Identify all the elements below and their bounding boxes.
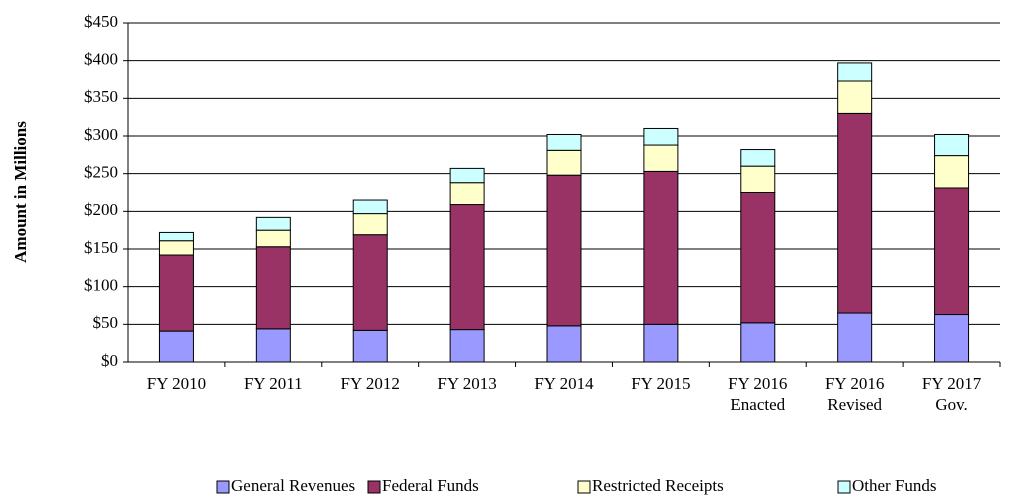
bar-segment [352, 234, 388, 331]
bar-segment [837, 62, 873, 82]
y-tick-label: $400 [84, 50, 118, 69]
bar-segment [934, 187, 970, 316]
y-tick-label: $50 [93, 313, 119, 332]
y-tick-label: $200 [84, 200, 118, 219]
bar-segment [255, 229, 291, 248]
bar-segment [643, 127, 679, 146]
x-tick-label: FY 2016 Revised [824, 374, 885, 414]
bar-segment [740, 165, 776, 193]
x-tick-label: FY 2014 [534, 374, 594, 393]
x-tick-label: FY 2016 Enacted [728, 374, 788, 414]
legend-swatch [837, 480, 851, 494]
bar-segment [255, 216, 291, 231]
bar-segment [934, 314, 970, 363]
bar-segment [837, 112, 873, 314]
legend-label: Other Funds [852, 476, 937, 495]
x-tick-label: FY 2015 [631, 374, 691, 393]
bar-segment [546, 325, 582, 363]
legend-swatch [577, 480, 591, 494]
bar-segment [449, 167, 485, 184]
y-tick-label: $0 [101, 351, 118, 370]
bar-segment [158, 330, 194, 363]
bar-segment [740, 192, 776, 324]
bar-segment [158, 240, 194, 256]
bar-segment [546, 133, 582, 151]
y-tick-label: $150 [84, 238, 118, 257]
y-tick-label: $350 [84, 87, 118, 106]
bar-segment [352, 199, 388, 215]
y-tick-label: $300 [84, 125, 118, 144]
legend-label: General Revenues [231, 476, 355, 495]
bar-segment [934, 155, 970, 189]
bar-segment [546, 149, 582, 176]
bar-segment [934, 133, 970, 157]
bar-segment [352, 213, 388, 236]
bar-segment [837, 312, 873, 363]
bar-segment [643, 323, 679, 363]
y-axis-label: Amount in Millions [11, 121, 30, 263]
x-tick-label: FY 2010 [146, 374, 207, 393]
bar-segment [352, 329, 388, 363]
bar-segment [255, 246, 291, 330]
legend-swatch [367, 480, 381, 494]
y-tick-label: $100 [84, 276, 118, 295]
bar-segment [158, 231, 194, 242]
y-tick-label: $450 [84, 12, 118, 31]
bar-segment [643, 170, 679, 325]
bar-segment [643, 144, 679, 172]
bar-segment [449, 329, 485, 363]
legend-label: Federal Funds [382, 476, 479, 495]
bar-segment [546, 174, 582, 327]
bar-segment [255, 328, 291, 363]
bar-segment [837, 80, 873, 114]
x-tick-label: FY 2012 [340, 374, 400, 393]
x-tick-label: FY 2011 [243, 374, 303, 393]
x-tick-label: FY 2017 Gov. [921, 374, 982, 414]
legend-swatch [216, 480, 230, 494]
y-tick-label: $250 [84, 163, 118, 182]
bar-segment [449, 182, 485, 206]
legend-label: Restricted Receipts [592, 476, 724, 495]
bar-segment [740, 322, 776, 363]
bar-segment [158, 254, 194, 332]
x-tick-label: FY 2013 [437, 374, 497, 393]
bar-segment [740, 149, 776, 167]
bar-segment [449, 204, 485, 331]
